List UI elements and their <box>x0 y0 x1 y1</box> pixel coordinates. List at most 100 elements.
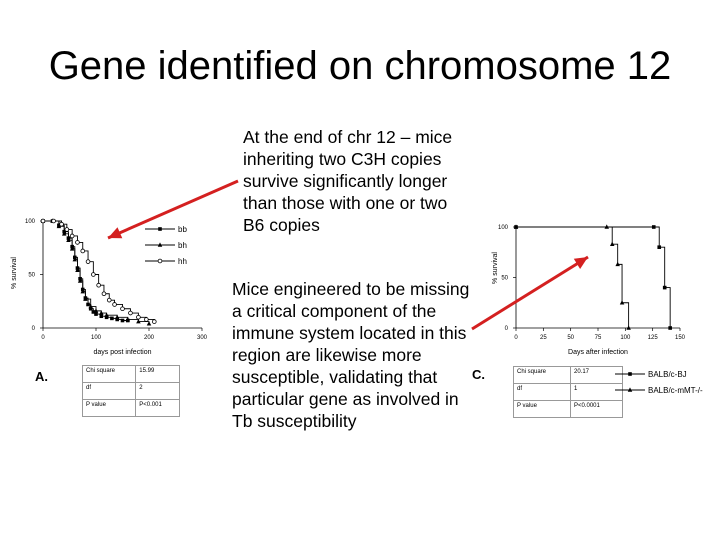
data-point <box>91 272 96 277</box>
data-point <box>85 259 91 264</box>
stats-row: P value P<0.001 <box>81 399 180 417</box>
legend-label: hh <box>178 257 187 266</box>
data-point <box>69 233 75 239</box>
data-point <box>120 318 125 323</box>
legend-marker <box>157 258 163 264</box>
data-point <box>77 278 83 283</box>
series-line <box>43 220 150 324</box>
x-tick-label: 25 <box>540 335 547 341</box>
stats-row: P value P<0.0001 <box>513 400 624 418</box>
data-point <box>40 218 46 224</box>
note-top-text: At the end of chr 12 – mice inheriting t… <box>243 127 453 235</box>
arrow-to-right-chart-head <box>573 257 588 269</box>
legend-label: BALB/c-BJ <box>648 370 687 379</box>
data-point <box>59 221 64 227</box>
x-tick-label: 75 <box>595 335 602 341</box>
data-point <box>609 241 615 246</box>
data-point <box>80 289 85 294</box>
panel-label-c: C. <box>472 367 485 382</box>
data-point <box>128 310 133 316</box>
x-tick-label: 300 <box>197 335 208 341</box>
series-line <box>516 226 630 328</box>
x-tick-label: 100 <box>91 335 102 341</box>
data-point <box>112 302 117 307</box>
data-point <box>61 231 67 236</box>
data-point <box>93 308 99 313</box>
y-tick-label: 0 <box>505 326 509 332</box>
data-point <box>136 319 141 324</box>
stats-value: P<0.0001 <box>569 400 624 418</box>
data-point <box>99 314 104 319</box>
data-point <box>125 316 131 322</box>
data-point <box>626 325 631 330</box>
data-point <box>69 246 75 251</box>
data-point <box>604 224 609 229</box>
data-point <box>651 225 656 229</box>
y-axis-title: % survival <box>492 252 499 284</box>
data-point <box>88 304 93 309</box>
slide-title: Gene identified on chromosome 12 <box>48 44 672 88</box>
series-line <box>516 226 671 328</box>
legend-label: BALB/c-mМT-/- <box>648 386 703 395</box>
data-point <box>136 314 141 320</box>
legend-marker <box>628 372 632 376</box>
arrow-to-left-chart <box>107 179 239 240</box>
stats-table-a: Chi square 15.99 df 2 P value P<0.001 <box>81 365 180 417</box>
data-point <box>106 297 112 303</box>
data-point <box>83 296 88 301</box>
x-axis-title: days post infection <box>94 349 152 356</box>
data-point <box>75 267 80 273</box>
data-point <box>94 312 98 316</box>
x-tick-label: 50 <box>567 335 574 341</box>
data-point <box>56 223 62 229</box>
data-point <box>104 315 109 320</box>
data-point <box>86 302 90 307</box>
x-tick-label: 125 <box>648 335 659 341</box>
x-tick-label: 200 <box>144 335 155 341</box>
legend-marker <box>157 242 163 247</box>
y-axis-title: % survival <box>11 257 18 289</box>
arrow-to-left-chart-head <box>108 227 123 239</box>
data-point <box>615 261 620 267</box>
x-axis-title: Days after infection <box>568 349 628 356</box>
data-point <box>115 317 119 322</box>
stats-value: P<0.001 <box>135 399 180 417</box>
data-point <box>88 306 93 311</box>
data-point <box>513 224 519 229</box>
data-point <box>114 314 120 320</box>
legend-marker <box>627 387 633 392</box>
y-tick-label: 50 <box>28 273 35 279</box>
data-point <box>96 282 101 288</box>
stats-row: df 2 <box>81 382 180 400</box>
x-tick-label: 150 <box>675 335 686 341</box>
x-tick-label: 0 <box>514 335 518 341</box>
data-point <box>104 312 109 317</box>
data-point <box>72 256 78 262</box>
stats-table-c: Chi square 20.17 df 1 P value P<0.0001 <box>513 366 624 418</box>
arrow-to-right-chart <box>471 255 589 331</box>
legend-label: bh <box>178 241 187 250</box>
x-tick-label: 0 <box>41 335 45 341</box>
y-tick-label: 100 <box>25 219 36 225</box>
data-point <box>101 291 107 297</box>
data-point <box>110 316 114 321</box>
data-point <box>99 310 104 315</box>
data-point <box>120 306 125 312</box>
y-tick-label: 50 <box>501 276 508 282</box>
data-point <box>144 317 149 322</box>
data-point <box>51 218 56 224</box>
data-point <box>66 237 71 243</box>
data-point <box>64 227 70 232</box>
data-point <box>80 248 86 254</box>
data-point <box>668 326 672 330</box>
legend-label: bb <box>178 225 187 234</box>
data-point <box>657 245 662 249</box>
y-tick-label: 0 <box>32 326 36 332</box>
x-tick-label: 100 <box>620 335 631 341</box>
data-point <box>152 319 157 324</box>
series-line <box>43 220 155 322</box>
stats-label: P value <box>81 399 137 417</box>
data-point <box>146 321 152 326</box>
data-point <box>91 310 96 314</box>
